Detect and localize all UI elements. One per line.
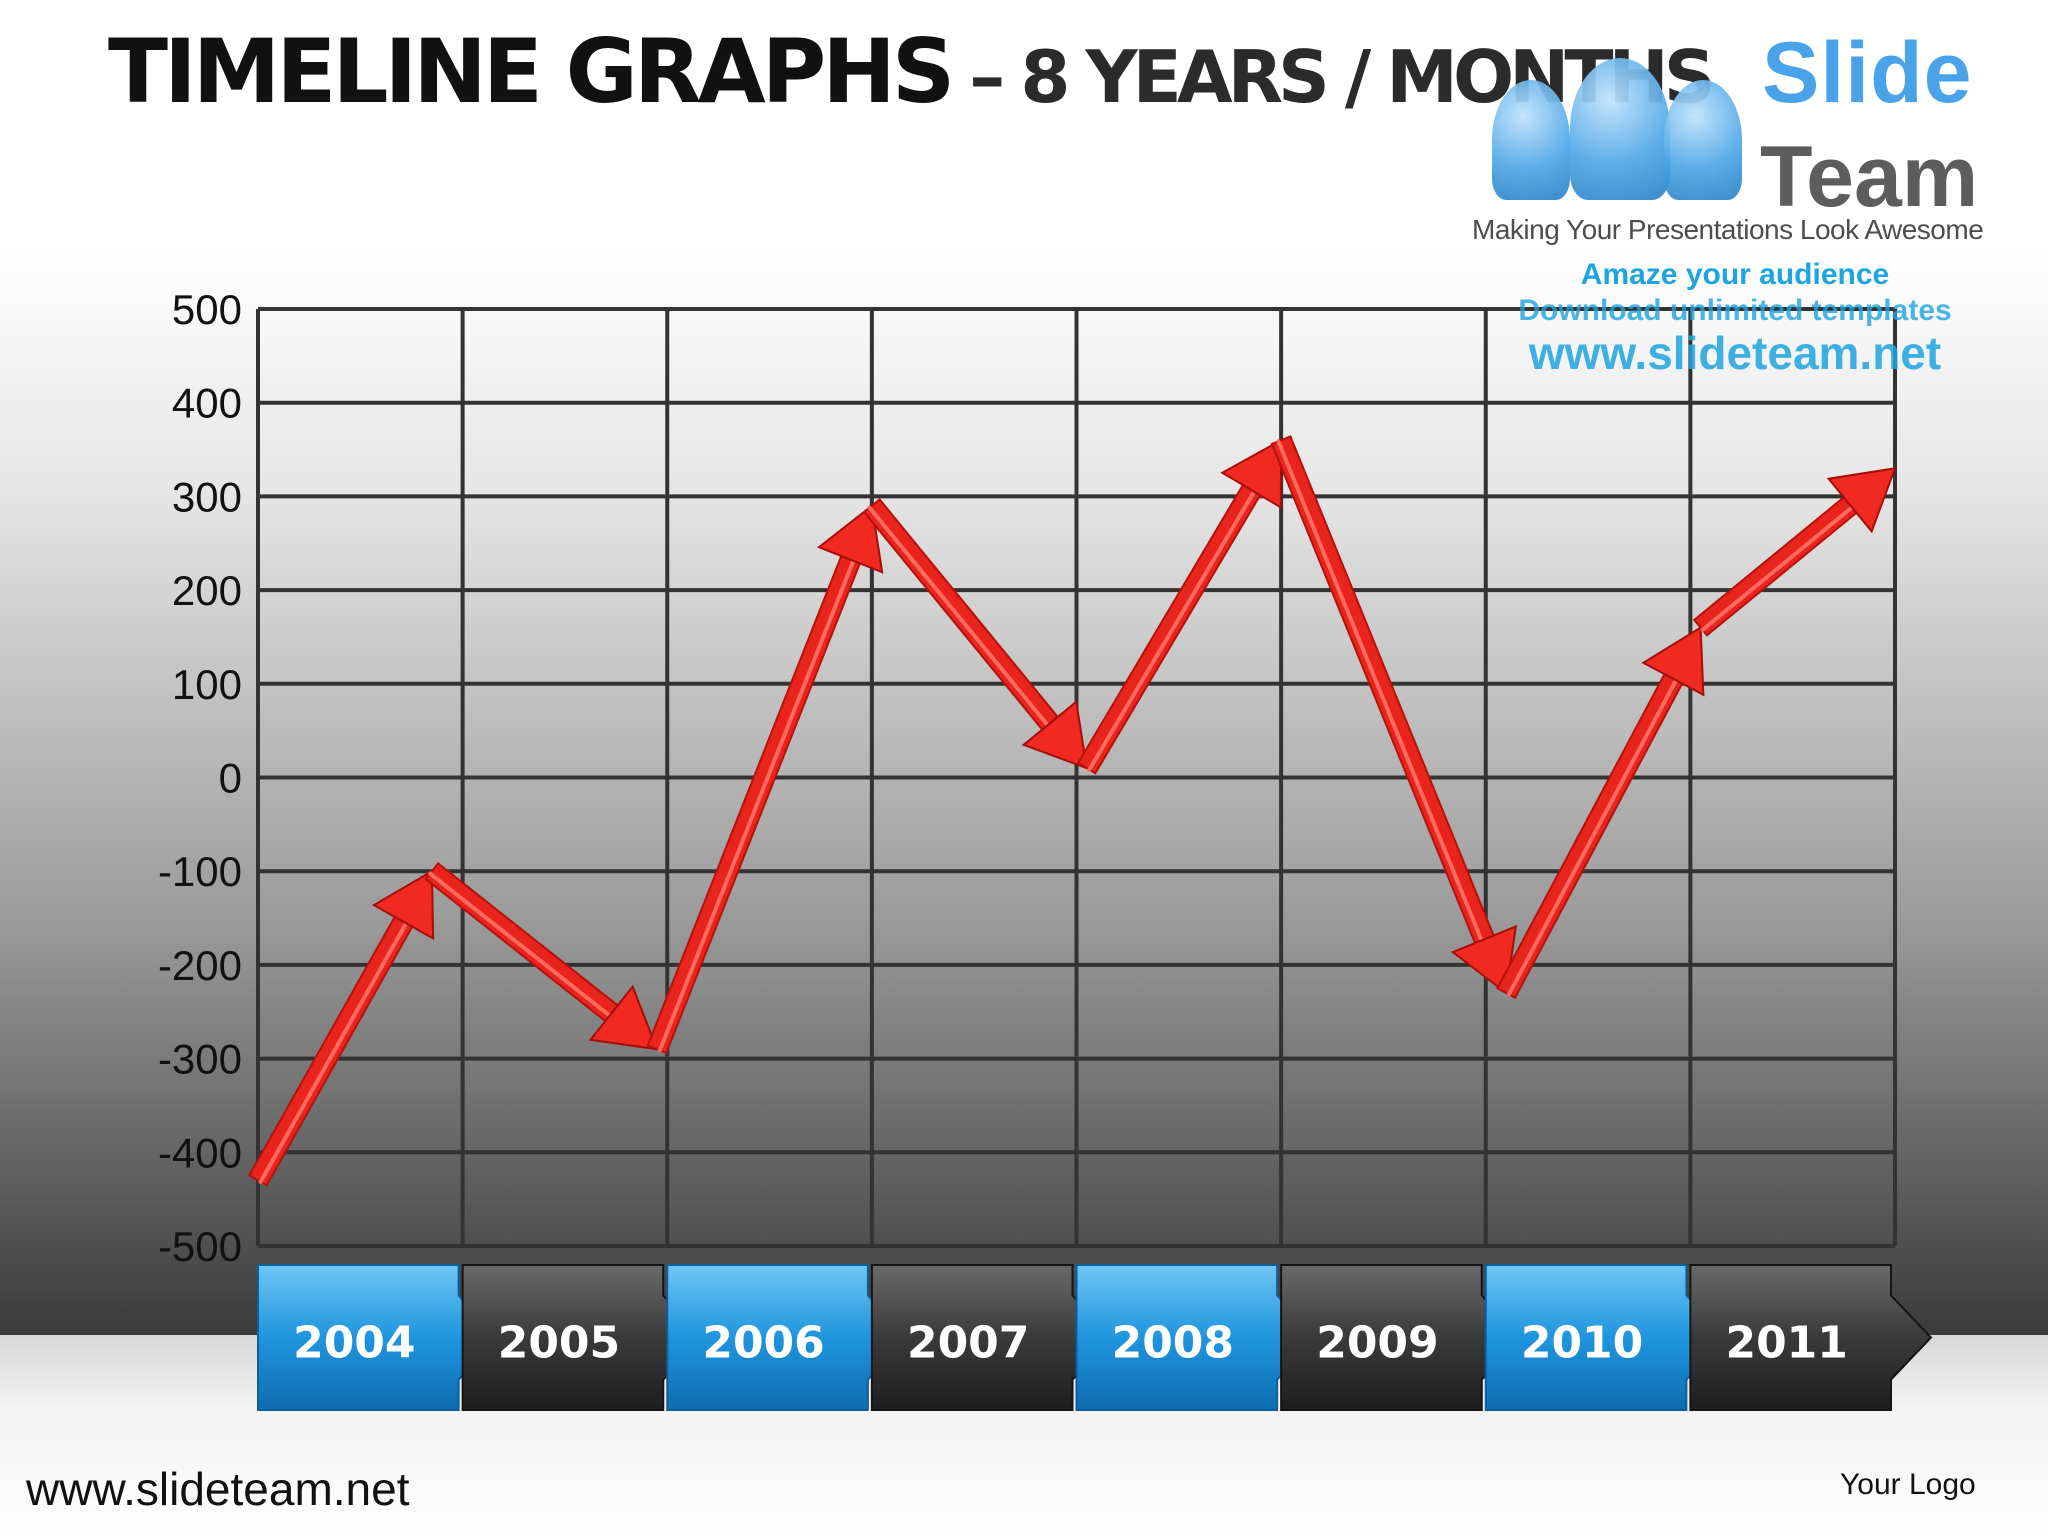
series-segment-highlight [258,921,409,1184]
y-tick-label: 300 [172,473,242,520]
year-label: 2009 [1316,1318,1438,1369]
logo-person-icon [1664,80,1742,200]
series-segment-highlight [1087,489,1257,772]
year-label: 2006 [702,1318,824,1369]
series-segment-highlight [657,558,856,1053]
y-tick-label: -500 [158,1223,242,1270]
series-segment-highlight [428,871,612,1018]
logo-team-text: Team [1760,129,1979,225]
footer-your-logo: Your Logo [1840,1468,1976,1501]
series-arrowhead [1450,924,1518,995]
year-block [1689,1264,1933,1411]
series-line [247,435,1897,1187]
logo-tagline: Making Your Presentations Look Awesome [1472,214,1984,245]
year-label: 2004 [293,1318,415,1369]
series-arrowhead [371,869,435,941]
logo-slide-text: Slide [1762,25,1973,121]
series-arrowhead [1220,438,1283,510]
grid [256,307,1897,1248]
y-axis-ticks: 500 400 300 200 100 0 -100 -200 -300 -400 -500 [158,286,242,1270]
y-tick-label: -100 [158,848,242,895]
slideteam-logo: Slide Team Making Your Presentations Loo… [1460,18,2020,379]
series-segment [1270,435,1495,945]
series-arrowhead [588,984,659,1051]
y-tick-label: -200 [158,942,242,989]
logo-person-icon [1492,80,1570,200]
series-arrowhead [1826,467,1897,534]
year-label: 2008 [1112,1318,1234,1369]
series-segment-highlight [1700,505,1855,632]
y-tick-label: -300 [158,1036,242,1083]
year-label: 2007 [907,1318,1029,1369]
series-segment-highlight [867,505,1050,728]
year-label: 2010 [1521,1318,1643,1369]
y-tick-label: 400 [172,380,242,427]
year-label: 2011 [1725,1318,1847,1369]
year-timeline: 2004 2005 2006 2007 2008 2009 2010 2011 [257,1264,1933,1411]
y-tick-label: 500 [172,286,242,333]
series-segment [646,554,862,1055]
footer-url-link[interactable]: www.slideteam.net [26,1463,410,1515]
series-arrowhead [816,503,884,574]
series-arrowhead [1021,699,1088,770]
logo-download-text: Download unlimited templates [1518,294,1952,327]
y-tick-label: 100 [172,661,242,708]
logo-amaze-text: Amaze your audience [1580,258,1890,291]
y-tick-label: 200 [172,567,242,614]
y-tick-label: 0 [219,755,242,802]
y-tick-label: -400 [158,1129,242,1176]
series-arrowhead [1641,625,1705,697]
logo-url[interactable]: www.slideteam.net [1528,327,1942,379]
series-segment-highlight [1506,678,1679,997]
year-label: 2005 [498,1318,620,1369]
title-main: TIMELINE GRAPHS [108,20,955,123]
logo-person-icon [1570,58,1670,200]
series-segment-highlight [1276,439,1484,943]
